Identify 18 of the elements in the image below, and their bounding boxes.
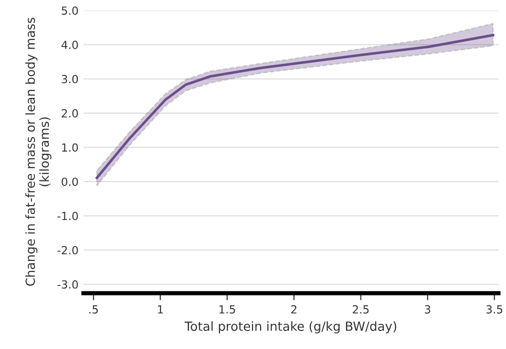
y-tick-label: 3.0 [62, 74, 78, 84]
y-tick-label: 4.0 [62, 40, 78, 50]
x-tick-label: 1.5 [220, 305, 236, 314]
y-tick-label: 0.0 [62, 178, 78, 186]
x-axis-title: Total protein intake (g/kg BW/day) [184, 321, 396, 334]
x-tick-label: 3.5 [486, 305, 502, 314]
x-tick-label: 2 [291, 305, 296, 314]
x-tick-label: .5 [89, 305, 98, 314]
x-tick-label: 1 [158, 305, 163, 314]
y-tick-label: -1.0 [57, 212, 78, 220]
y-tick-label: -3.0 [57, 280, 78, 289]
y-tick-label: 2.0 [62, 109, 78, 118]
y-axis-title: Change in fat-free mass or lean body mass (kilograms) [25, 18, 52, 286]
y-tick-label: 1.0 [62, 143, 78, 152]
y-tick-label: 5.0 [62, 6, 78, 15]
x-tick-label: 3 [424, 305, 430, 314]
y-tick-label: -2.0 [57, 246, 78, 254]
x-tick-label: 2.5 [352, 305, 369, 314]
